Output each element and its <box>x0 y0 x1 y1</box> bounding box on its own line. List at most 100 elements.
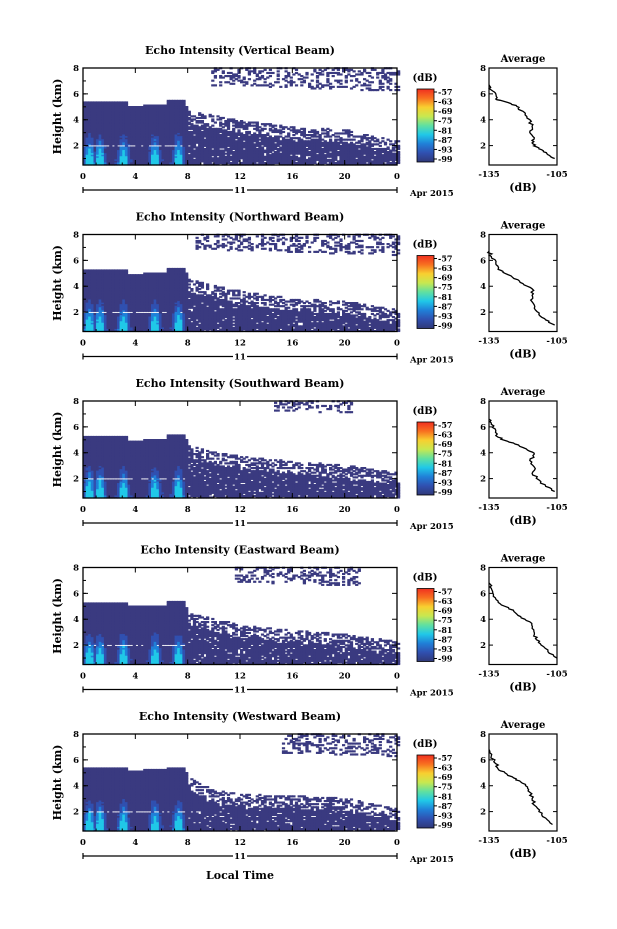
echo-cell <box>88 303 92 306</box>
echo-cell <box>370 81 375 84</box>
echo-cell <box>98 112 102 115</box>
echo-cell <box>132 107 136 110</box>
echo-cell <box>98 140 102 143</box>
echo-cell <box>93 271 97 274</box>
echo-cell <box>101 306 105 309</box>
echo-cell <box>132 137 136 140</box>
echo-cell <box>344 75 348 78</box>
echo-cell <box>305 152 309 155</box>
echo-cell <box>172 305 176 308</box>
echo-cell <box>179 126 184 129</box>
echo-cell <box>145 295 150 298</box>
echo-cell <box>274 138 278 141</box>
echo-cell <box>219 138 223 141</box>
echo-cell <box>166 323 170 326</box>
echo-cell <box>161 295 165 298</box>
echo-cell <box>177 110 181 113</box>
echo-cell <box>103 130 108 134</box>
echo-cell <box>357 135 361 138</box>
echo-cell <box>90 328 95 331</box>
echo-cell <box>148 308 152 311</box>
echo-cell <box>145 278 150 281</box>
echo-cell <box>96 319 100 322</box>
echo-cell <box>334 152 338 155</box>
echo-cell <box>132 110 136 113</box>
echo-cell <box>174 302 178 305</box>
echo-cell <box>132 328 136 331</box>
echo-cell <box>85 286 89 289</box>
echo-cell <box>148 288 152 291</box>
echo-cell <box>177 115 181 118</box>
echo-cell <box>124 326 129 329</box>
echo-cell <box>151 316 155 319</box>
echo-cell <box>153 141 157 144</box>
echo-cell <box>101 288 105 291</box>
echo-cell <box>96 306 100 309</box>
echo-cell <box>127 289 131 292</box>
echo-cell <box>292 130 296 134</box>
echo-cell <box>117 325 121 328</box>
echo-cell <box>245 123 249 126</box>
echo-cell <box>156 272 160 275</box>
echo-cell <box>172 316 176 319</box>
echo-cell <box>169 129 173 132</box>
echo-cell <box>132 322 136 325</box>
echo-cell <box>263 137 267 140</box>
echo-cell <box>182 115 186 118</box>
echo-cell <box>101 102 105 106</box>
echo-cell <box>164 274 168 277</box>
echo-cell <box>158 295 163 298</box>
echo-cell <box>143 113 147 116</box>
echo-cell <box>127 140 131 143</box>
echo-cell <box>111 271 116 274</box>
echo-cell <box>172 311 176 314</box>
echo-cell <box>213 151 218 154</box>
echo-cell <box>229 147 233 151</box>
echo-cell <box>148 161 152 165</box>
echo-cell <box>174 288 178 291</box>
echo-cell <box>174 152 178 155</box>
echo-cell <box>182 157 186 160</box>
echo-cell <box>195 160 199 163</box>
echo-cell <box>138 113 142 116</box>
echo-cell <box>260 161 265 165</box>
echo-cell <box>268 124 273 127</box>
echo-cell <box>106 278 110 281</box>
echo-cell <box>117 152 121 155</box>
echo-cell <box>156 320 160 323</box>
echo-cell <box>313 149 317 152</box>
echo-cell <box>172 106 176 109</box>
echo-cell <box>122 292 126 295</box>
echo-cell <box>101 146 105 149</box>
echo-cell <box>117 298 121 302</box>
echo-cell <box>88 107 92 110</box>
echo-cell <box>253 149 257 152</box>
echo-cell <box>174 295 178 298</box>
echo-cell <box>250 140 254 143</box>
echo-cell <box>245 158 249 161</box>
echo-cell <box>138 302 142 305</box>
echo-cell <box>127 106 131 109</box>
echo-cell <box>98 297 102 300</box>
echo-cell <box>106 132 110 135</box>
echo-cell <box>166 104 170 107</box>
echo-cell <box>156 328 160 331</box>
echo-cell <box>140 151 144 154</box>
echo-cell <box>174 134 178 137</box>
echo-cell <box>242 146 246 149</box>
echo-cell <box>190 161 194 165</box>
echo-cell <box>98 107 102 110</box>
echo-cell <box>93 149 97 152</box>
echo-cell <box>326 154 330 157</box>
echo-cell <box>90 161 95 165</box>
echo-cell <box>185 140 189 143</box>
echo-cell <box>271 141 275 144</box>
echo-cell <box>132 289 136 292</box>
echo-cell <box>247 73 252 76</box>
echo-cell <box>130 280 134 283</box>
echo-cell <box>111 272 116 275</box>
echo-cell <box>122 314 126 317</box>
echo-cell <box>323 68 327 71</box>
echo-cell <box>349 161 354 165</box>
echo-cell <box>103 152 108 155</box>
